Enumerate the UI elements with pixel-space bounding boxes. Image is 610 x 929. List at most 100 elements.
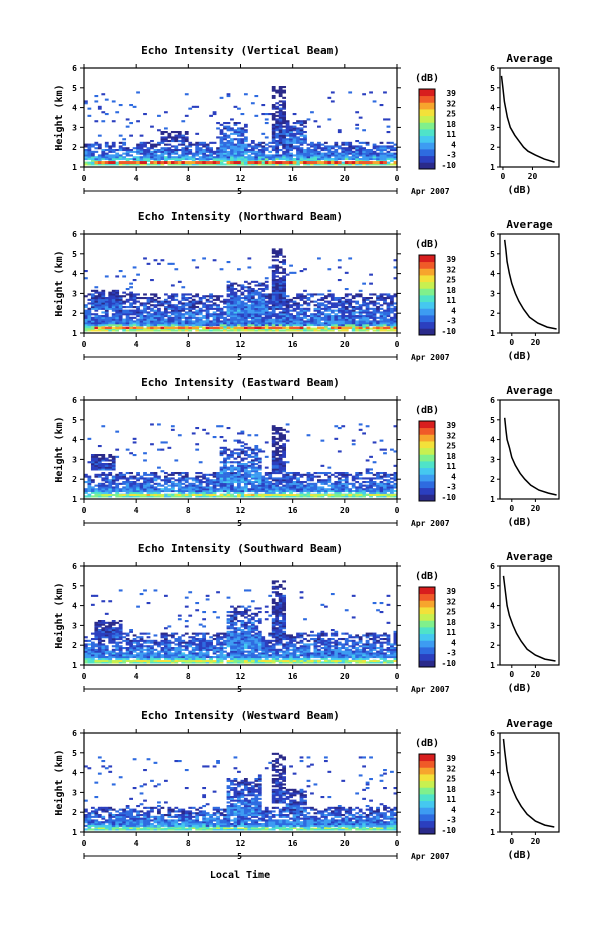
heatmap-cell [285,122,290,125]
heatmap-cell [372,158,377,161]
heatmap-cell [337,479,342,482]
heatmap-cell [337,131,342,134]
heatmap-cell [278,282,283,285]
heatmap-cell [118,156,123,159]
heatmap-cell [233,311,238,314]
heatmap-cell [223,446,227,449]
heatmap-cell [337,304,342,307]
heatmap-cell [97,620,102,623]
heatmap-cell [292,136,297,139]
heatmap-cell [299,138,304,141]
heatmap-cell [167,490,172,493]
heatmap-cell [90,468,95,471]
heatmap-cell [285,495,290,498]
heatmap-cell [129,629,133,632]
heatmap-cell [153,152,158,155]
heatmap-cell [327,156,332,159]
heatmap-cell [139,316,144,319]
heatmap-cell [219,472,224,475]
heatmap-cell [195,149,200,152]
heatmap-cell [379,156,384,159]
heatmap-cell [132,105,137,108]
heatmap-cell [184,298,189,301]
heatmap-cell [369,297,373,300]
heatmap-cell [167,315,172,318]
heatmap-cell [122,482,127,485]
heatmap-cell [150,324,154,327]
heatmap-cell [390,158,394,161]
heatmap-cell [216,425,220,428]
heatmap-cell [271,490,276,493]
heatmap-cell [275,466,280,469]
heatmap-cell [271,315,276,318]
heatmap-cell [233,315,238,318]
heatmap-cell [243,488,248,491]
heatmap-cell [271,318,276,321]
heatmap-cell [163,472,168,475]
heatmap-cell [97,491,102,494]
heatmap-cell [237,147,241,150]
heatmap-cell [223,138,227,141]
heatmap-cell [132,156,137,159]
heatmap-cell [317,307,321,310]
heatmap-cell [237,490,241,493]
x-tick-label: 8 [186,174,191,183]
heatmap-cell [163,150,168,153]
heatmap-cell [157,262,161,265]
heatmap-cell [285,479,290,482]
heatmap-cell [94,322,99,325]
heatmap-cell [282,288,287,291]
heatmap-cell [163,131,168,134]
heatmap-cell [205,324,210,327]
x-tick-label: 0 [82,174,87,183]
heatmap-cell [223,466,227,469]
heatmap-cell [393,318,398,321]
heatmap-cell [275,477,280,480]
heatmap-cell [275,161,280,165]
heatmap-cell [84,327,88,330]
heatmap-cell [303,268,307,271]
heatmap-cell [153,315,158,318]
heatmap-cell [94,324,99,327]
heatmap-cell [163,322,168,325]
heatmap-cell [379,159,384,162]
heatmap-cell [94,654,99,657]
heatmap-cell [150,147,154,150]
heatmap-cell [341,490,346,493]
heatmap-cell [327,481,332,484]
heatmap-cell [254,159,259,162]
heatmap-cell [358,295,363,298]
heatmap-cell [237,131,241,134]
heatmap-cell [348,158,353,161]
heatmap-cell [376,302,380,305]
heatmap-cell [268,293,273,296]
heatmap-cell [195,448,200,451]
heatmap-cell [257,297,262,300]
heatmap-cell [97,297,102,300]
heatmap-cell [129,495,133,498]
heatmap-cell [285,163,290,166]
y-tick-label: 5 [72,416,77,425]
heatmap-cell [282,490,287,493]
heatmap-cell [313,482,318,485]
heatmap-cell [101,291,106,294]
heatmap-cell [372,481,377,484]
heatmap-cell [111,477,116,480]
heatmap-cell [174,163,179,166]
heatmap-cell [299,491,304,494]
heatmap-cell [282,446,287,449]
heatmap-cell [264,295,269,298]
heatmap-cell [122,149,127,152]
heatmap-cell [271,282,276,285]
heatmap-cell [153,326,158,330]
heatmap-cell [87,298,92,301]
heatmap-cell [289,488,293,491]
heatmap-cell [184,311,189,314]
heatmap-cell [84,100,88,103]
heatmap-cell [386,307,391,310]
heatmap-cell [355,475,360,478]
heatmap-cell [237,134,241,137]
heatmap-cell [327,147,332,150]
heatmap-cell [143,145,147,148]
heatmap-cell [376,486,380,489]
